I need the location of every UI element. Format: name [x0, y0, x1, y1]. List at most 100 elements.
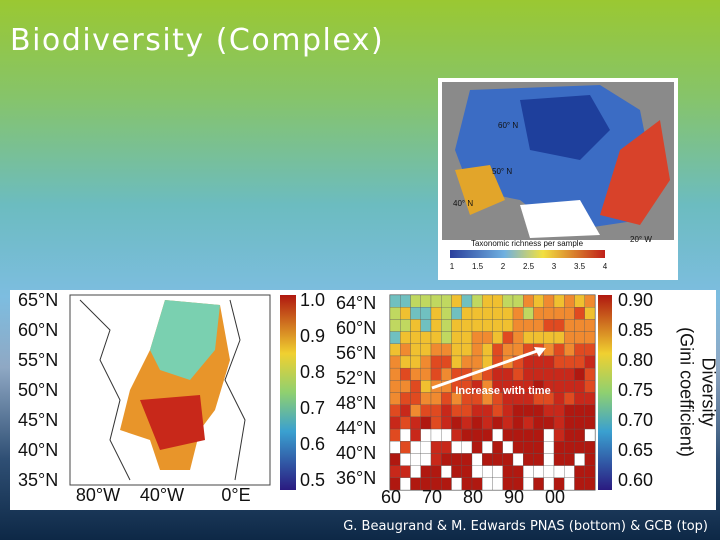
top-map-hotspot: [455, 165, 505, 215]
heatmap-cell: [400, 294, 411, 308]
heatmap-cell: [410, 477, 421, 491]
heatmap-cell: [512, 343, 524, 357]
heatmap-cell: [543, 404, 555, 418]
heatmap-cell: [430, 392, 442, 405]
heatmap-cell: [584, 441, 596, 454]
heatmap-cell: [430, 404, 442, 418]
heatmap-cell: [461, 428, 473, 442]
heatmap-cell: [389, 428, 401, 442]
heatmap-cell: [523, 428, 534, 442]
map-label: 20° W: [630, 235, 652, 244]
top-colorbar: [450, 250, 605, 258]
heatmap-cell: [461, 355, 473, 369]
heatmap-cell: [512, 428, 524, 442]
heatmap-cell: [400, 367, 411, 381]
top-map-hotspot: [600, 120, 670, 225]
heatmap-cell: [389, 380, 401, 393]
heatmap-cell: [389, 331, 401, 344]
heatmap-cell: [451, 319, 462, 332]
lat-label: 55°N: [18, 350, 58, 370]
heatmap-cell: [410, 331, 421, 344]
heatmap-cell: [389, 355, 401, 369]
heatmap-cell: [451, 343, 462, 357]
heatmap-cell: [584, 367, 596, 381]
heatmap-cell: [502, 428, 514, 442]
heatmap-cell: [574, 355, 585, 369]
heatmap-cell: [389, 307, 401, 320]
heatmap-cell: [451, 331, 462, 344]
heatmap-cell: [523, 441, 534, 454]
heatmap-cell: [564, 367, 575, 381]
heatmap-cell: [430, 416, 442, 430]
year-label: 70: [422, 487, 442, 507]
heatmap-cell: [574, 294, 585, 308]
heatmap-cell: [553, 319, 565, 332]
lat-label: 36°N: [336, 468, 376, 488]
heatmap-cell: [441, 453, 452, 466]
colorbar-tick-label: 0.5: [300, 470, 325, 490]
heatmap-cell: [533, 453, 544, 466]
heatmap-cell: [523, 331, 534, 344]
heatmap-cell: [543, 294, 555, 308]
heatmap-cell: [574, 453, 585, 466]
heatmap-cell: [502, 331, 514, 344]
heatmap-cell: [574, 380, 585, 393]
heatmap-cell: [400, 428, 411, 442]
heatmap-cell: [389, 416, 401, 430]
heatmap-cell: [400, 465, 411, 478]
heatmap-cell: [492, 307, 503, 320]
heatmap-cell: [533, 294, 544, 308]
heatmap-cell: [389, 319, 401, 332]
heatmap-cell: [523, 453, 534, 466]
lat-label: 40°N: [18, 440, 58, 460]
trend-arrowhead: [534, 347, 546, 357]
heatmap-cell: [482, 319, 493, 332]
heatmap-cell: [451, 477, 462, 491]
heatmap-cell: [410, 307, 421, 320]
heatmap-cell: [564, 307, 575, 320]
colorbar-tick-label: 3.5: [574, 262, 586, 271]
lat-label: 45°N: [18, 410, 58, 430]
heatmap-cell: [543, 319, 555, 332]
heatmap-cell: [471, 319, 483, 332]
heatmap-cell: [523, 307, 534, 320]
heatmap-cell: [502, 367, 514, 381]
heatmap-cell: [584, 465, 596, 478]
colorbar-tick-label: 0.8: [300, 362, 325, 382]
heatmap-cell: [410, 465, 421, 478]
heatmap-cell: [420, 453, 432, 466]
heatmap-cell: [420, 441, 432, 454]
heatmap: [389, 294, 596, 491]
heatmap-cell: [482, 331, 493, 344]
heatmap-cell: [564, 416, 575, 430]
heatmap-cell: [471, 416, 483, 430]
heatmap-cell: [389, 465, 401, 478]
heatmap-cell: [451, 465, 462, 478]
heatmap-cell: [461, 441, 473, 454]
heatmap-cell: [410, 404, 421, 418]
heatmap-cell: [400, 416, 411, 430]
heatmap-cell: [430, 453, 442, 466]
lon-label: 40°W: [140, 485, 184, 505]
heatmap-cell: [574, 404, 585, 418]
map-label: 60° N: [498, 121, 518, 130]
heatmap-cell: [553, 404, 565, 418]
heatmap-cell: [420, 294, 432, 308]
heatmap-cell: [553, 367, 565, 381]
heatmap-cell: [553, 392, 565, 405]
heatmap-cell: [523, 294, 534, 308]
heatmap-cell: [430, 307, 442, 320]
heatmap-cell: [482, 404, 493, 418]
heatmap-cell: [441, 477, 452, 491]
heatmap-cell: [553, 380, 565, 393]
colorbar-tick-label: 0.90: [618, 290, 653, 310]
heatmap-cell: [502, 319, 514, 332]
heatmap-cell: [564, 428, 575, 442]
heatmap-cell: [410, 319, 421, 332]
colorbar-tick-label: 0.60: [618, 470, 653, 490]
heatmap-cell: [461, 404, 473, 418]
heatmap-cell: [512, 441, 524, 454]
heatmap-cell: [471, 307, 483, 320]
heatmap-cell: [400, 380, 411, 393]
heatmap-cell: [389, 453, 401, 466]
